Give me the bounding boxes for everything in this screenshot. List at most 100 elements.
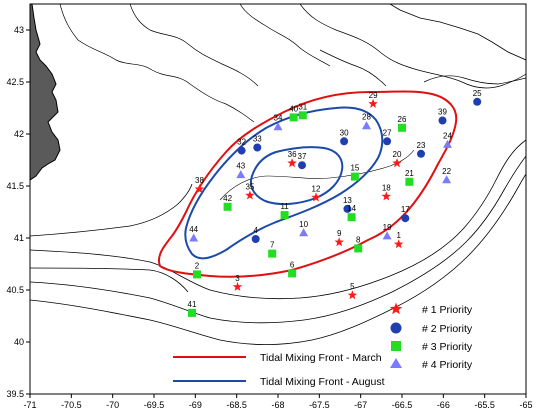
station-32: 32: [237, 138, 247, 155]
priority-2-circle-icon: [237, 146, 246, 155]
station-label: 29: [369, 91, 378, 100]
contour-gulf-of-maine-1: [59, 4, 255, 123]
tidal-front-august: [184, 106, 384, 260]
contour-browns-bank: [423, 75, 526, 85]
station-15: 15: [350, 164, 360, 181]
station-1: 1: [393, 231, 404, 249]
station-label: 8: [356, 235, 361, 244]
station-8: 8: [354, 235, 363, 253]
station-label: 36: [288, 150, 297, 159]
priority-1-star-icon: [232, 281, 243, 291]
station-label: 13: [343, 196, 352, 205]
station-30: 30: [340, 128, 349, 146]
priority-4-triangle-icon: [189, 233, 199, 242]
legend-priority-4-label: # 4 Priority: [422, 359, 473, 371]
x-tick-label: -66: [437, 400, 450, 410]
priority-2-circle-icon: [383, 137, 392, 146]
station-20: 20: [392, 150, 402, 168]
x-tick-label: -65: [519, 400, 532, 410]
priority-1-star-icon: [287, 158, 297, 168]
y-tick-label: 39.5: [6, 389, 24, 399]
y-tick-label: 42.5: [6, 77, 24, 87]
priority-2-circle-icon: [417, 149, 425, 158]
priority-4-triangle-icon: [442, 175, 452, 184]
priority-4-triangle-icon: [362, 121, 371, 130]
priority-1-star-icon: [334, 237, 344, 247]
station-18: 18: [381, 183, 391, 201]
legend-circle-icon: [390, 322, 402, 334]
station-label: 4: [253, 226, 258, 235]
station-label: 20: [393, 150, 402, 159]
contour-gulf-of-maine-3: [239, 4, 331, 67]
priority-3-square-icon: [268, 249, 277, 258]
contour-gulf-of-maine-2: [129, 4, 259, 87]
station-label: 26: [398, 115, 407, 124]
priority-2-circle-icon: [343, 204, 352, 213]
station-34: 34: [273, 114, 283, 131]
station-label: 5: [350, 282, 355, 291]
priority-3-square-icon: [398, 123, 406, 132]
priority-2-circle-icon: [401, 214, 410, 223]
x-tick-label: -71: [23, 400, 36, 410]
priority-4-triangle-icon: [299, 228, 309, 237]
station-label: 9: [337, 229, 342, 238]
station-label: 34: [274, 114, 283, 123]
priority-1-star-icon: [245, 190, 255, 200]
station-44: 44: [189, 225, 199, 242]
station-label: 25: [473, 89, 482, 98]
x-tick-label: -69.5: [144, 400, 165, 410]
station-label: 14: [347, 204, 356, 213]
contour-shelf-edge-3: [30, 173, 526, 345]
priority-3-square-icon: [354, 244, 363, 253]
station-label: 10: [299, 220, 308, 229]
station-label: 31: [298, 102, 307, 111]
legend-triangle-icon: [390, 358, 402, 368]
station-11: 11: [280, 202, 289, 220]
station-40: 40: [289, 104, 299, 122]
y-tick-label: 40.5: [6, 285, 24, 295]
x-tick-label: -66.5: [392, 400, 413, 410]
station-label: 23: [417, 141, 426, 150]
station-label: 28: [362, 113, 371, 122]
priority-1-star-icon: [381, 191, 391, 201]
contour-shelf-edge-2: [30, 155, 526, 324]
contour-shelf-edge-1: [30, 139, 526, 300]
station-38: 38: [194, 176, 204, 194]
station-36: 36: [287, 150, 297, 168]
priority-3-square-icon: [298, 111, 307, 120]
station-label: 18: [382, 183, 391, 192]
station-24: 24: [443, 131, 452, 148]
legend-priority-2: # 2 Priority: [390, 322, 473, 335]
priority-1-star-icon: [311, 192, 321, 202]
station-37: 37: [298, 152, 307, 170]
basemap: [30, 4, 526, 345]
station-10: 10: [299, 220, 309, 237]
station-label: 27: [383, 128, 392, 137]
priority-3-square-icon: [193, 270, 201, 279]
priority-3-square-icon: [289, 113, 298, 122]
station-label: 1: [396, 231, 401, 240]
station-label: 19: [383, 223, 392, 232]
tidal-front-march: [158, 90, 458, 278]
station-label: 43: [236, 162, 245, 171]
station-label: 40: [289, 104, 298, 113]
contour-shelf-1: [30, 183, 193, 237]
contour-shelf-2: [30, 267, 189, 293]
station-35: 35: [245, 182, 255, 200]
station-2: 2: [193, 261, 201, 279]
station-5: 5: [347, 282, 358, 300]
station-27: 27: [383, 128, 392, 146]
station-28: 28: [362, 113, 371, 130]
station-label: 12: [312, 184, 321, 193]
station-25: 25: [473, 89, 482, 106]
station-label: 22: [442, 167, 451, 176]
y-tick-label: 42: [14, 129, 24, 139]
station-31: 31: [298, 102, 308, 120]
station-label: 24: [443, 131, 452, 140]
station-21: 21: [405, 169, 414, 186]
station-41: 41: [188, 300, 197, 317]
station-label: 11: [280, 202, 289, 211]
